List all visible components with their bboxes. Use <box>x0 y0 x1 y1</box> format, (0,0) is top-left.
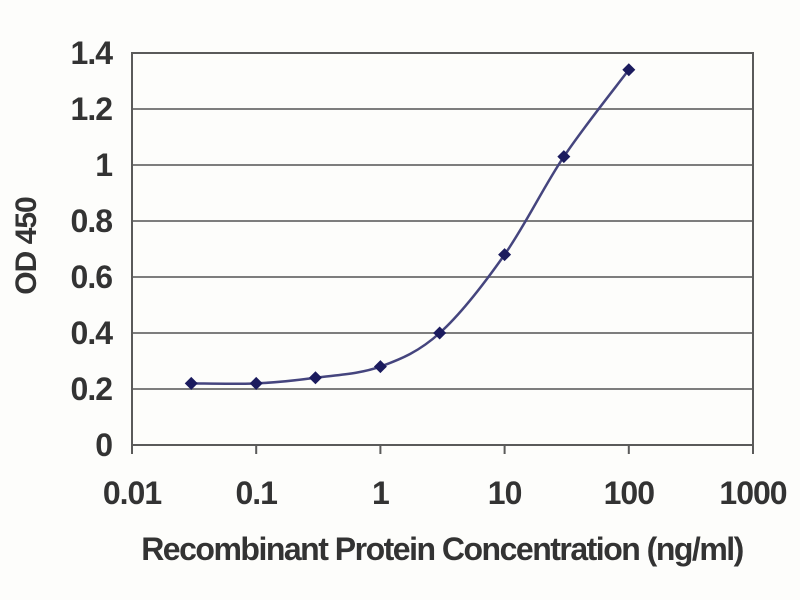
y-tick-label: 0 <box>95 427 112 463</box>
y-tick-label: 1.2 <box>71 91 113 127</box>
data-point-marker <box>622 63 636 77</box>
data-point-marker <box>184 376 198 390</box>
y-tick-label: 0.8 <box>71 203 113 239</box>
data-point-marker <box>249 376 263 390</box>
y-tick-label: 0.4 <box>71 315 114 351</box>
data-point-marker <box>433 326 447 340</box>
x-tick-label: 1000 <box>719 475 786 511</box>
plot-border <box>131 52 754 446</box>
x-tick-label: 100 <box>604 475 655 511</box>
tick-labels: 0.01 0.1 1 10 100 1000 0 0.2 0.4 0.6 0.8 1 1.2 1.4 <box>71 35 788 511</box>
series-line <box>191 69 630 386</box>
plot-frame <box>131 52 754 446</box>
y-axis-title: OD 450 <box>10 197 43 295</box>
y-tick-label: 1 <box>95 147 112 183</box>
x-tick-label: 0.1 <box>235 475 277 511</box>
data-point-marker <box>308 371 322 385</box>
gridlines <box>132 108 753 390</box>
y-tick-label: 1.4 <box>71 35 114 71</box>
data-point-marker <box>557 150 571 164</box>
data-series <box>184 63 636 390</box>
x-tick-label: 0.01 <box>103 475 161 511</box>
data-point-marker <box>498 248 512 262</box>
x-tick-label: 10 <box>488 475 522 511</box>
y-tick-label: 0.2 <box>71 371 113 407</box>
x-axis-title: Recombinant Protein Concentration (ng/ml… <box>141 531 743 567</box>
data-point-marker <box>373 360 387 374</box>
axis-ticks <box>131 445 754 454</box>
x-tick-label: 1 <box>372 475 389 511</box>
y-tick-label: 0.6 <box>71 259 113 295</box>
